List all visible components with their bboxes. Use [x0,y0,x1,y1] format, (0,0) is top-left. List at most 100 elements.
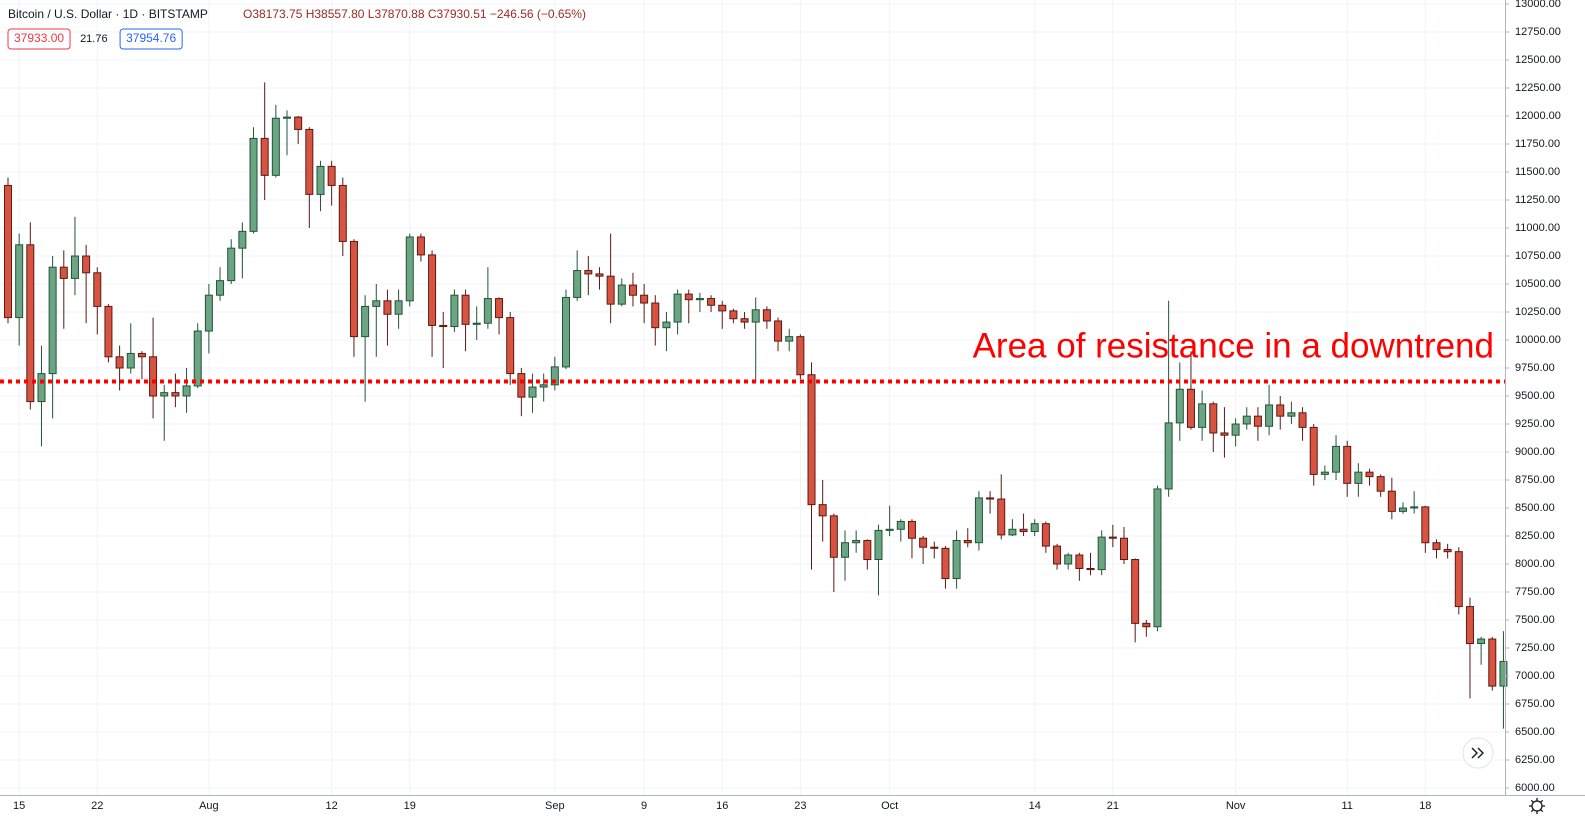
candle-body [774,320,783,342]
candle-body [104,305,113,358]
candle-body [1075,554,1084,569]
scroll-button-bg[interactable] [1462,737,1494,769]
overlay: Area of resistance in a downtrend [0,327,1505,384]
y-tick-label: 10000.00 [1515,334,1561,346]
y-tick-label: 11750.00 [1515,138,1560,150]
candle-body [238,230,247,249]
candle-body [483,298,492,324]
candle-body [283,116,291,119]
y-tick-label: 8750.00 [1515,474,1555,486]
settings-button[interactable] [1529,798,1545,814]
candle-body [1253,415,1262,427]
candle-body [707,298,716,306]
candle-body [1120,537,1128,561]
candle-body [874,529,883,561]
x-tick-label: 11 [1341,800,1352,812]
candle-body [997,498,1006,536]
x-tick-label: 12 [326,800,338,812]
candle-body [1387,490,1396,512]
candle-body [1198,403,1207,428]
candle-body [539,384,548,388]
candle-body [740,318,749,323]
candle-body [1332,445,1341,473]
candle-body [1131,559,1140,624]
scroll-button[interactable] [1462,737,1494,769]
candle-body [15,244,24,319]
candle-body [785,336,794,342]
candle-body [595,273,604,277]
candle-body [896,520,905,530]
candle-body [651,302,660,329]
candle-body [517,373,526,398]
candle-body [617,284,626,305]
candle-body [718,304,727,312]
candle-body [963,539,972,544]
candle-body [1465,606,1474,645]
candle-body [338,184,347,242]
y-tick-label: 8500.00 [1515,502,1555,514]
candle-body [1454,551,1463,608]
candle-body [1030,523,1039,533]
candle-body [841,542,849,558]
candle-body [416,236,425,256]
candle-body [684,293,693,301]
candle-body [1186,388,1195,428]
x-tick-label: 16 [716,800,728,812]
candle-body [1443,548,1452,553]
candle-body [907,520,916,539]
x-tick-label: Aug [199,800,219,812]
candle-body [1019,528,1028,533]
candle-body [807,374,816,506]
ohlc-legend: O38173.75 H38557.80 L37870.88 C37930.51 … [243,7,586,21]
candle-body [182,385,191,397]
y-tick-label: 7500.00 [1515,614,1555,626]
gear-teeth [1529,798,1545,814]
candle-body [126,352,135,369]
candle-body [628,284,637,296]
y-axis: 6000.00 6250.00 6500.00 6750.00 7000.00 7250.… [1505,0,1561,794]
candle-body [1242,415,1251,425]
y-tick-label: 9750.00 [1515,362,1555,374]
candle-body [751,309,760,323]
x-tick-label: 18 [1419,800,1431,812]
candle-body [695,298,704,301]
candle-body [1410,506,1419,509]
y-tick-label: 10250.00 [1515,306,1561,318]
y-tick-label: 6000.00 [1515,782,1555,794]
candle-body [818,504,827,517]
x-tick-label: 9 [641,800,647,812]
y-tick-label: 12250.00 [1515,82,1561,94]
y-tick-label: 7250.00 [1515,642,1555,654]
grid [0,0,1505,795]
candle-body [1209,403,1218,434]
candle-body [930,546,939,549]
candle-body [1309,426,1318,475]
candle-body [82,255,91,274]
candle-body [361,305,370,338]
symbol-title: Bitcoin / U.S. Dollar · 1D · BITSTAMP [8,7,208,21]
x-tick-label: 19 [404,800,416,812]
candle-body [160,392,169,397]
candle-body [204,294,213,332]
candle-body [1086,567,1095,571]
x-tick-label: 14 [1029,800,1041,812]
price-box-label: 37933.00 [14,31,64,45]
candle-body [863,539,872,561]
candle-body [1175,388,1184,424]
y-tick-label: 11250.00 [1515,194,1560,206]
candles [4,82,1508,729]
candle-body [428,254,437,326]
candle-body [606,275,615,305]
candle-body [59,266,68,279]
candle-body [1164,422,1173,490]
candle-body [1354,471,1363,484]
candle-body [472,322,481,325]
candle-body [1041,523,1050,547]
candle-body [349,240,358,338]
candle-body [1097,536,1106,571]
candle-body [1298,412,1307,428]
x-tick-label: 22 [91,800,103,812]
candle-body [852,539,861,544]
y-tick-label: 10500.00 [1515,278,1561,290]
